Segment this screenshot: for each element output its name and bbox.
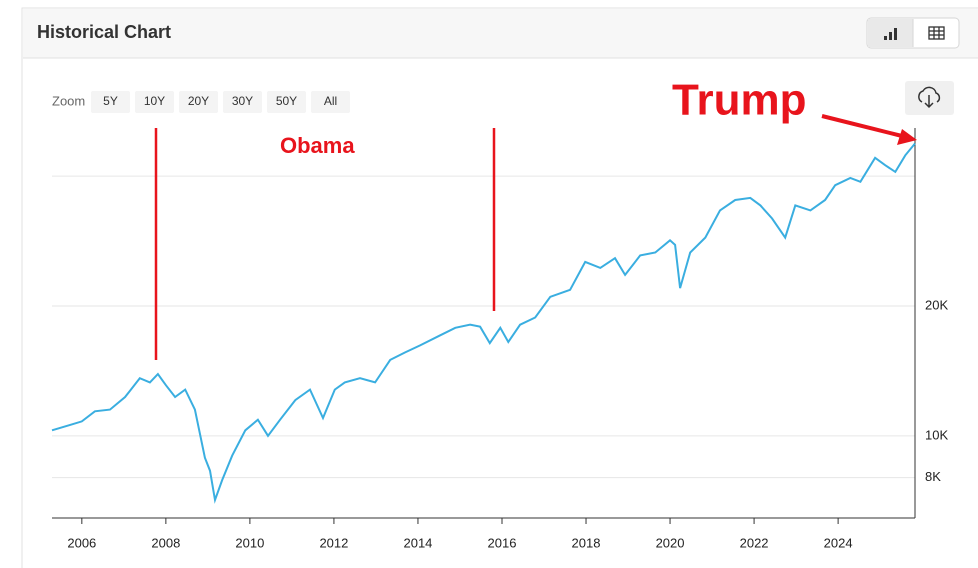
annotation-arrow — [821, 114, 903, 138]
zoom-button[interactable] — [267, 91, 306, 113]
x-tick-label: 2024 — [824, 535, 853, 550]
zoom-button-label: 20Y — [188, 94, 209, 108]
x-tick-label: 2022 — [740, 535, 769, 550]
zoom-button-label: 50Y — [276, 94, 297, 108]
x-tick-label: 2018 — [572, 535, 601, 550]
x-tick-label: 2012 — [319, 535, 348, 550]
bar-icon — [884, 28, 897, 40]
zoom-button-label: All — [324, 94, 337, 108]
zoom-button[interactable] — [179, 91, 218, 113]
zoom-buttons: 5Y 10Y 20Y 30Y 50Y All — [91, 91, 350, 113]
zoom-button[interactable] — [223, 91, 262, 113]
card-title: Historical Chart — [37, 22, 171, 42]
zoom-button[interactable] — [91, 91, 130, 113]
zoom-button-label: 30Y — [232, 94, 253, 108]
y-tick-label: 8K — [925, 469, 941, 484]
zoom-button[interactable] — [135, 91, 174, 113]
zoom-button[interactable] — [311, 91, 350, 113]
plot: 8K 10K 20K 2006 2008 2010 2012 2014 2016 2018 2020… — [51, 128, 948, 550]
x-tick-label: 2006 — [67, 535, 96, 550]
x-tick-label: 2020 — [656, 535, 685, 550]
annotation: Trump — [672, 76, 806, 125]
zoom-button-label: 5Y — [103, 94, 118, 108]
annotation: Obama — [280, 133, 355, 158]
x-tick-label: 2014 — [403, 535, 432, 550]
download-icon — [918, 86, 941, 109]
x-tick-label: 2008 — [151, 535, 180, 550]
zoom-button-label: 10Y — [144, 94, 165, 108]
arrow-head — [897, 129, 917, 145]
y-tick-label: 10K — [925, 427, 948, 442]
zoom-label: Zoom — [52, 93, 85, 108]
y-tick-label: 20K — [925, 297, 948, 312]
x-tick-label: 2010 — [235, 535, 264, 550]
table-view-button[interactable] — [928, 26, 945, 40]
price-line — [51, 142, 916, 504]
x-tick-label: 2016 — [488, 535, 517, 550]
header-bar — [23, 9, 978, 58]
